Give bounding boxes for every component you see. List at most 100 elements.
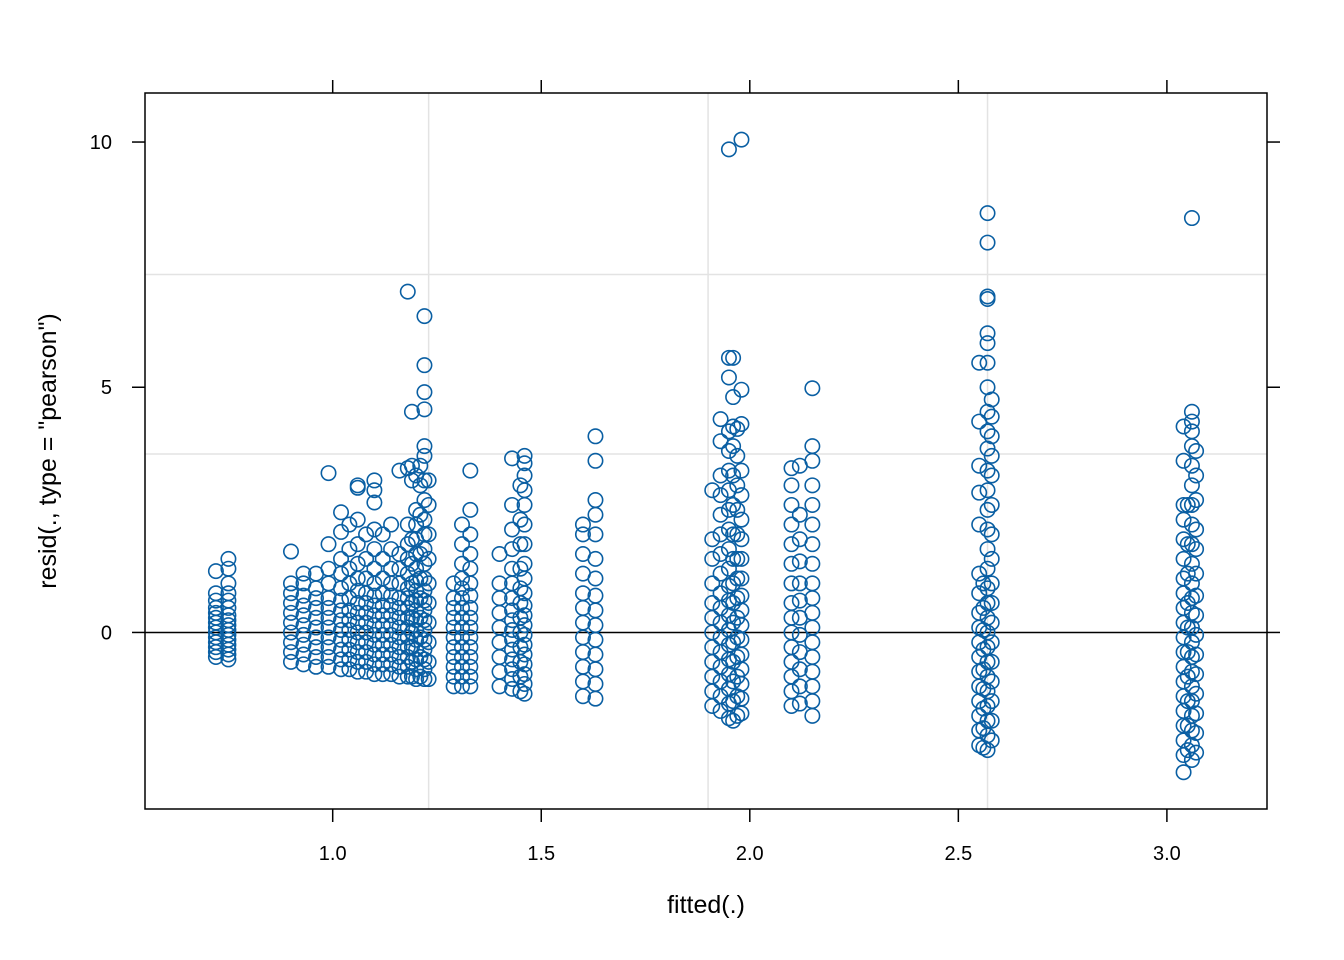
data-point xyxy=(712,702,729,719)
data-point xyxy=(453,516,470,533)
data-point xyxy=(704,575,721,592)
data-point xyxy=(349,663,366,680)
data-point xyxy=(783,609,800,626)
data-point xyxy=(408,631,425,648)
data-point xyxy=(308,599,325,616)
data-point xyxy=(453,599,470,616)
data-point xyxy=(1179,742,1196,759)
y-tick-label: 5 xyxy=(101,377,112,399)
data-point xyxy=(374,626,391,643)
data-point xyxy=(1188,626,1205,643)
data-point xyxy=(416,308,433,325)
data-point xyxy=(979,234,996,251)
data-point xyxy=(295,636,312,653)
data-point xyxy=(704,595,721,612)
data-point xyxy=(979,423,996,440)
data-point xyxy=(516,685,533,702)
data-point xyxy=(308,658,325,675)
data-point xyxy=(333,661,350,678)
data-point xyxy=(983,712,1000,729)
data-point xyxy=(516,555,533,572)
data-point xyxy=(349,536,366,553)
data-point xyxy=(983,391,1000,408)
data-point xyxy=(1188,492,1205,509)
data-point xyxy=(403,457,420,474)
data-point xyxy=(1188,442,1205,459)
data-point xyxy=(983,408,1000,425)
data-point xyxy=(320,465,337,482)
data-point xyxy=(712,487,729,504)
data-point xyxy=(804,575,821,592)
data-point xyxy=(704,683,721,700)
data-point xyxy=(420,614,437,631)
data-point xyxy=(349,555,366,572)
data-point xyxy=(704,639,721,656)
data-point xyxy=(587,452,604,469)
data-point xyxy=(516,597,533,614)
data-point xyxy=(979,462,996,479)
data-point xyxy=(720,423,737,440)
data-point xyxy=(399,283,416,300)
data-point xyxy=(725,550,742,567)
data-point xyxy=(971,457,988,474)
data-point xyxy=(979,580,996,597)
data-point xyxy=(207,563,224,580)
data-point xyxy=(320,648,337,665)
data-point xyxy=(295,565,312,582)
data-point xyxy=(983,732,1000,749)
data-point xyxy=(366,472,383,489)
data-point xyxy=(391,609,408,626)
data-point xyxy=(349,582,366,599)
data-point xyxy=(366,656,383,673)
data-point xyxy=(358,570,375,587)
data-point xyxy=(587,526,604,543)
data-point xyxy=(453,678,470,695)
data-point xyxy=(282,604,299,621)
data-point xyxy=(308,639,325,656)
data-point xyxy=(971,516,988,533)
data-point xyxy=(729,570,746,587)
data-point xyxy=(720,521,737,538)
data-point xyxy=(220,560,237,577)
data-point xyxy=(783,536,800,553)
data-point xyxy=(349,634,366,651)
data-point xyxy=(1188,646,1205,663)
data-point xyxy=(983,447,1000,464)
data-point xyxy=(320,658,337,675)
data-point xyxy=(804,555,821,572)
data-point xyxy=(516,607,533,624)
data-point xyxy=(308,590,325,607)
data-point xyxy=(733,705,750,722)
data-point xyxy=(220,550,237,567)
data-point xyxy=(791,678,808,695)
data-point xyxy=(729,526,746,543)
data-point xyxy=(733,131,750,148)
data-point xyxy=(341,541,358,558)
data-point xyxy=(445,629,462,646)
data-point xyxy=(282,575,299,592)
data-point xyxy=(445,590,462,607)
data-point xyxy=(383,560,400,577)
x-tick-label: 3.0 xyxy=(1153,843,1181,865)
data-point xyxy=(420,634,437,651)
data-point xyxy=(408,671,425,688)
data-point xyxy=(366,482,383,499)
data-point xyxy=(366,666,383,683)
data-point xyxy=(383,587,400,604)
data-point xyxy=(320,619,337,636)
data-point xyxy=(374,617,391,634)
data-point xyxy=(420,595,437,612)
data-point xyxy=(720,541,737,558)
data-point xyxy=(1179,668,1196,685)
data-point xyxy=(791,695,808,712)
data-point xyxy=(282,585,299,602)
data-point xyxy=(320,639,337,656)
data-point xyxy=(374,656,391,673)
data-point xyxy=(366,560,383,577)
data-point xyxy=(516,447,533,464)
data-point xyxy=(308,629,325,646)
data-point xyxy=(333,565,350,582)
data-point xyxy=(1183,496,1200,513)
data-point xyxy=(1179,496,1196,513)
data-point xyxy=(791,575,808,592)
